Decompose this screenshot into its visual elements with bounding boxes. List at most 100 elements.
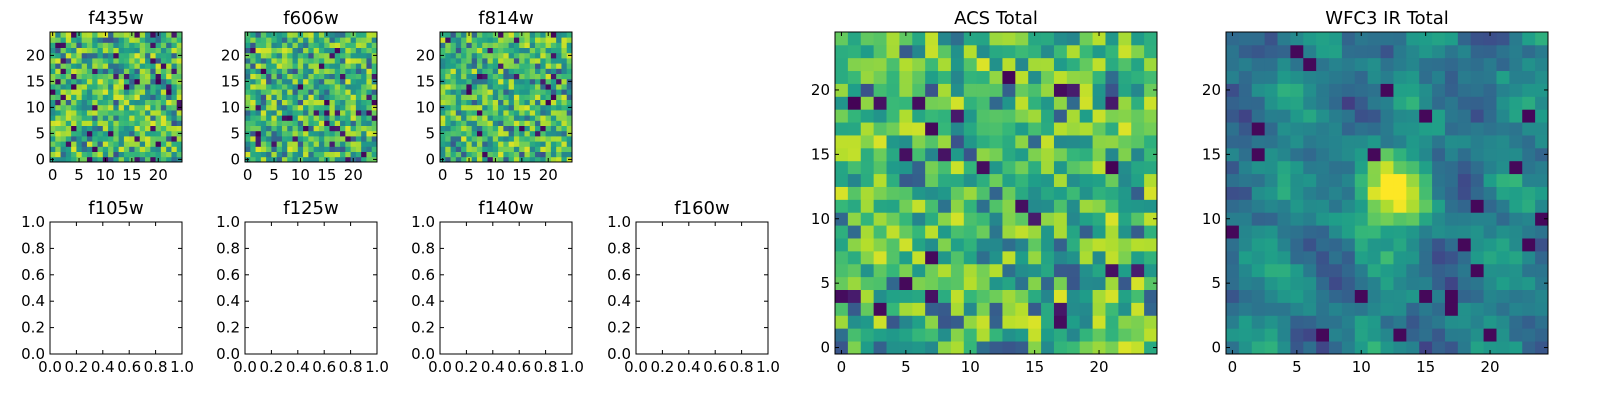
- heatmap-cell: [1419, 160, 1433, 175]
- heatmap-cell: [1432, 122, 1446, 136]
- heatmap-cell: [519, 63, 525, 69]
- heatmap-cell: [334, 32, 341, 38]
- heatmap-cell: [471, 136, 478, 142]
- heatmap-cell: [1354, 186, 1369, 200]
- heatmap-cell: [166, 146, 172, 152]
- heatmap-cell: [1522, 328, 1536, 342]
- heatmap-cell: [513, 130, 520, 137]
- heatmap-cell: [550, 94, 557, 100]
- x-tick-label: 15: [317, 166, 336, 184]
- heatmap-cell: [345, 37, 351, 43]
- heatmap-cell: [245, 120, 251, 126]
- y-tick-label: 1.0: [607, 213, 631, 231]
- heatmap-cell: [250, 156, 256, 163]
- heatmap-cell: [340, 151, 346, 158]
- heatmap-cell: [1483, 135, 1497, 149]
- heatmap-cell: [366, 68, 373, 74]
- heatmap-cell: [65, 125, 72, 132]
- heatmap-cell: [1444, 186, 1459, 200]
- heatmap-cell: [97, 156, 104, 163]
- heatmap-cell: [550, 47, 557, 54]
- heatmap-cell: [835, 96, 849, 110]
- heatmap-cell: [482, 110, 488, 116]
- heatmap-cell: [1535, 199, 1549, 213]
- heatmap-cell: [860, 341, 875, 355]
- heatmap-cell: [102, 73, 109, 80]
- heatmap-cell: [97, 94, 104, 100]
- heatmap-cell: [450, 146, 457, 152]
- heatmap-cell: [350, 68, 357, 74]
- heatmap-cell: [324, 73, 330, 80]
- heatmap-cell: [60, 89, 67, 95]
- heatmap-cell: [366, 141, 373, 147]
- heatmap-cell: [847, 212, 862, 226]
- heatmap-cell: [1522, 341, 1536, 355]
- heatmap-cell: [287, 104, 293, 111]
- heatmap-cell: [519, 115, 525, 121]
- heatmap-cell: [113, 89, 120, 95]
- heatmap-cell: [355, 52, 362, 59]
- heatmap-cell: [255, 84, 262, 90]
- heatmap-cell: [556, 78, 562, 85]
- heatmap-cell: [1028, 70, 1042, 84]
- heatmap-cell: [1118, 225, 1132, 239]
- heatmap-cell: [1066, 44, 1081, 59]
- heatmap-cell: [350, 42, 357, 48]
- heatmap-cell: [50, 115, 56, 121]
- heatmap-cell: [471, 68, 478, 74]
- heatmap-cell: [925, 238, 939, 252]
- heatmap-cell: [1041, 250, 1055, 265]
- heatmap-cell: [134, 58, 141, 64]
- heatmap-cell: [313, 146, 320, 152]
- heatmap-cell: [150, 130, 156, 137]
- heatmap-cell: [1406, 238, 1420, 252]
- heatmap-cell: [545, 120, 552, 126]
- heatmap-cell: [561, 115, 568, 121]
- heatmap-cell: [166, 52, 172, 59]
- heatmap-cell: [313, 125, 320, 132]
- f606w-frame: [244, 31, 378, 163]
- heatmap-cell: [176, 84, 183, 90]
- heatmap-cell: [455, 63, 462, 69]
- heatmap-cell: [860, 96, 875, 110]
- heatmap-cell: [1079, 122, 1093, 136]
- heatmap-cell: [1118, 96, 1132, 110]
- heatmap-cell: [535, 130, 541, 137]
- heatmap-cell: [361, 130, 367, 137]
- heatmap-cell: [1041, 289, 1055, 303]
- heatmap-cell: [71, 130, 77, 137]
- heatmap-cell: [324, 125, 330, 132]
- heatmap-cell: [1251, 212, 1266, 226]
- heatmap-cell: [1041, 160, 1055, 175]
- heatmap-cell: [450, 125, 457, 132]
- heatmap-cell: [540, 32, 546, 38]
- heatmap-cell: [150, 58, 156, 64]
- heatmap-cell: [455, 89, 462, 95]
- heatmap-cell: [556, 146, 562, 152]
- heatmap-cell: [1457, 70, 1472, 84]
- heatmap-cell: [847, 160, 862, 175]
- heatmap-cell: [123, 63, 130, 69]
- heatmap-cell: [166, 47, 172, 54]
- heatmap-cell: [108, 63, 114, 69]
- heatmap-cell: [1522, 147, 1536, 162]
- heatmap-cell: [1341, 328, 1356, 342]
- heatmap-cell: [1341, 83, 1356, 97]
- heatmap-cell: [166, 125, 172, 132]
- heatmap-cell: [292, 32, 299, 38]
- heatmap-cell: [361, 141, 367, 147]
- heatmap-cell: [976, 212, 990, 226]
- heatmap-cell: [65, 94, 72, 100]
- heatmap-cell: [102, 84, 109, 90]
- heatmap-cell: [1118, 212, 1132, 226]
- heatmap-cell: [519, 37, 525, 43]
- heatmap-cell: [1509, 186, 1523, 200]
- heatmap-cell: [276, 52, 283, 59]
- heatmap-cell: [123, 120, 130, 126]
- heatmap-cell: [134, 136, 141, 142]
- heatmap-cell: [145, 73, 151, 80]
- heatmap-cell: [550, 130, 557, 137]
- heatmap-cell: [340, 110, 346, 116]
- heatmap-cell: [255, 47, 262, 54]
- heatmap-cell: [1316, 315, 1330, 329]
